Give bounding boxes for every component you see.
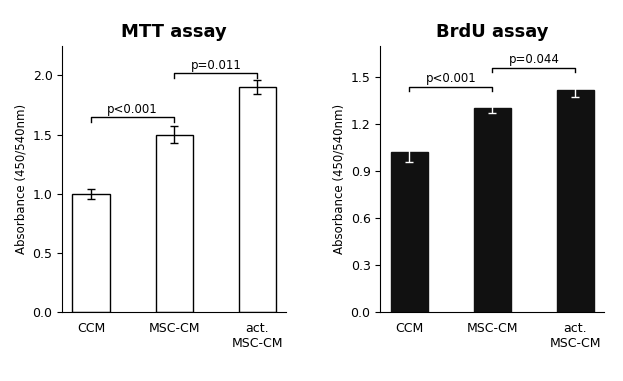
Bar — [473, 109, 511, 312]
Bar — [391, 152, 428, 312]
Bar — [156, 134, 193, 312]
Text: p<0.001: p<0.001 — [107, 102, 158, 116]
Bar — [239, 87, 276, 312]
Y-axis label: Absorbance (450/540nm): Absorbance (450/540nm) — [14, 104, 27, 254]
Bar — [72, 194, 110, 312]
Bar — [557, 90, 594, 312]
Text: p=0.011: p=0.011 — [191, 59, 241, 72]
Title: BrdU assay: BrdU assay — [436, 23, 549, 42]
Text: p=0.044: p=0.044 — [508, 53, 559, 66]
Y-axis label: Absorbance (450/540nm): Absorbance (450/540nm) — [332, 104, 345, 254]
Text: p<0.001: p<0.001 — [426, 72, 476, 85]
Title: MTT assay: MTT assay — [121, 23, 227, 42]
